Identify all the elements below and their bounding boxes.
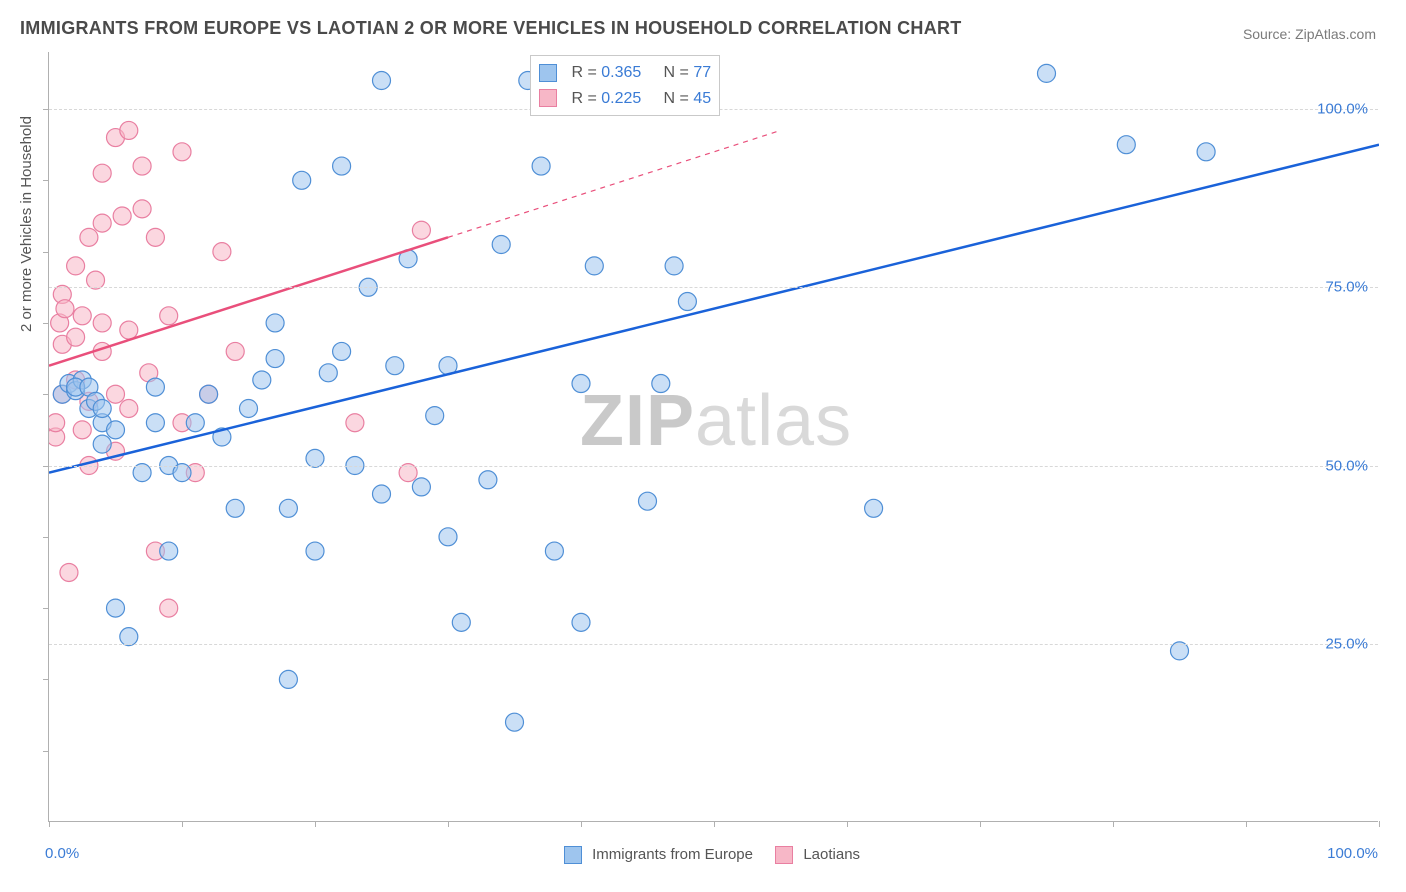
chart-title: IMMIGRANTS FROM EUROPE VS LAOTIAN 2 OR M…	[20, 18, 962, 39]
legend-label-laotians: Laotians	[803, 846, 860, 863]
legend-swatch-europe	[564, 846, 582, 864]
y-tick-label: 100.0%	[1317, 101, 1368, 118]
n-value-laotians: 45	[693, 90, 711, 107]
legend-swatch-laotians	[775, 846, 793, 864]
y-tick-label: 50.0%	[1325, 457, 1368, 474]
n-label: N =	[664, 64, 694, 81]
chart-plot-area: 25.0% 50.0% 75.0% 100.0%	[48, 52, 1378, 822]
r-label: R =	[571, 90, 601, 107]
y-tick-label: 75.0%	[1325, 279, 1368, 296]
swatch-europe	[539, 64, 557, 82]
r-label: R =	[571, 64, 601, 81]
stats-legend-box: R = 0.365 N = 77 R = 0.225 N = 45	[530, 55, 720, 116]
r-value-laotians: 0.225	[601, 90, 641, 107]
legend-label-europe: Immigrants from Europe	[592, 846, 753, 863]
r-value-europe: 0.365	[601, 64, 641, 81]
bottom-legend: Immigrants from Europe Laotians	[0, 846, 1406, 864]
scatter-svg	[49, 52, 1379, 822]
n-label: N =	[664, 90, 694, 107]
y-tick-label: 25.0%	[1325, 635, 1368, 652]
stats-row-europe: R = 0.365 N = 77	[539, 60, 711, 86]
source-label: Source: ZipAtlas.com	[1243, 26, 1376, 42]
swatch-laotians	[539, 89, 557, 107]
stats-row-laotians: R = 0.225 N = 45	[539, 86, 711, 112]
n-value-europe: 77	[693, 64, 711, 81]
y-axis-title: 2 or more Vehicles in Household	[18, 116, 35, 332]
